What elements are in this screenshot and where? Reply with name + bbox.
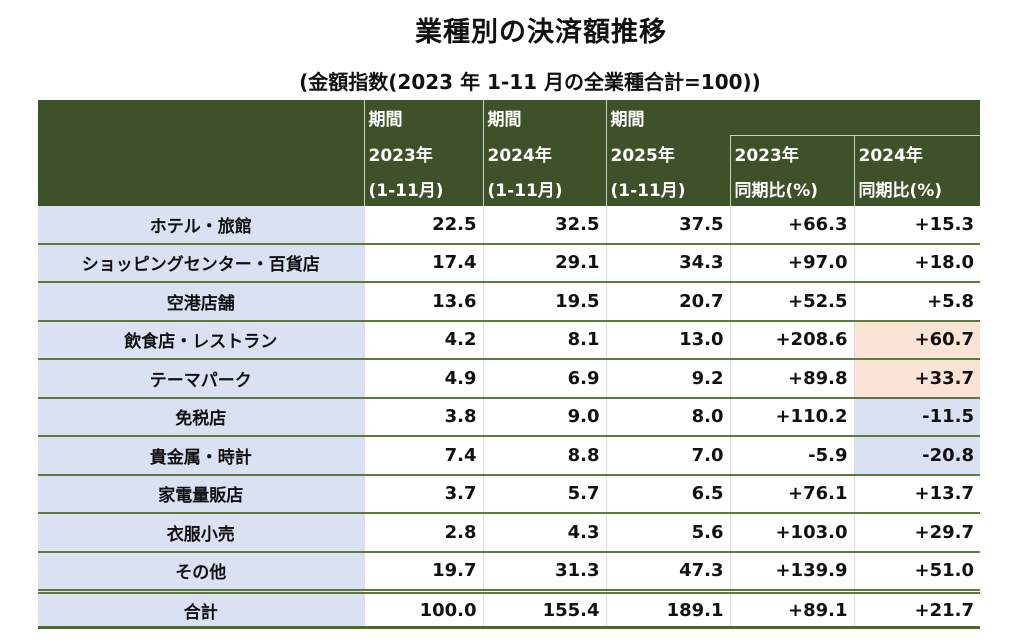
header-period: 期間 [482,100,606,136]
header-range: 同期比(%) [853,171,981,206]
page-subtitle: (金額指数(2023 年 1-11 月の全業種合計=100)) [299,70,761,94]
row-label: 飲食店・レストラン [38,320,364,360]
total-value: 155.4 [482,589,606,629]
cell-value: 7.0 [605,436,730,476]
cell-value: 6.9 [482,359,606,399]
header-year: 2023年 [729,135,854,171]
cell-value: +15.3 [853,206,981,245]
cell-value: +89.8 [729,359,854,399]
header-year: 2024年 [853,135,981,171]
header-blank [38,100,364,206]
cell-value: +13.7 [853,474,981,514]
header-range: (1-11月) [482,171,606,206]
cell-value: 8.8 [482,436,606,476]
cell-value: 5.6 [605,513,730,553]
cell-value: +5.8 [853,282,981,322]
cell-value: 3.8 [363,397,483,437]
total-value: +89.1 [729,589,854,629]
cell-value: 6.5 [605,474,730,514]
cell-value: 37.5 [605,206,730,245]
cell-value: 4.9 [363,359,483,399]
header-year: 2025年 [605,135,730,171]
header-period: 期間 [605,100,981,136]
cell-value: 17.4 [363,243,483,283]
cell-value: +139.9 [729,551,854,593]
cell-value: 19.7 [363,551,483,593]
cell-value: +33.7 [853,359,981,399]
cell-value: +18.0 [853,243,981,283]
cell-value: 9.0 [482,397,606,437]
cell-value: 3.7 [363,474,483,514]
row-label: ショッピングセンター・百貨店 [38,243,364,283]
table-row: 衣服小売 2.8 4.3 5.6 +103.0 +29.7 [38,513,981,553]
cell-value: 2.8 [363,513,483,553]
cell-value: 8.0 [605,397,730,437]
cell-value: 13.0 [605,320,730,360]
cell-value: 47.3 [605,551,730,593]
cell-value: +29.7 [853,513,981,553]
cell-value: -20.8 [853,436,981,476]
cell-value: +110.2 [729,397,854,437]
cell-value: 22.5 [363,206,483,245]
payment-table: 期間 期間 期間 2023年 2024年 2025年 2023年 2024年 (… [38,100,981,629]
total-label: 合計 [38,589,364,629]
cell-value: 9.2 [605,359,730,399]
cell-value: 7.4 [363,436,483,476]
table-row: ホテル・旅館 22.5 32.5 37.5 +66.3 +15.3 [38,206,981,245]
cell-value: 13.6 [363,282,483,322]
row-label: ホテル・旅館 [38,206,364,245]
header-period: 期間 [363,100,483,136]
table-row: 免税店 3.8 9.0 8.0 +110.2 -11.5 [38,397,981,437]
cell-value: 5.7 [482,474,606,514]
row-label: 免税店 [38,397,364,437]
table-row: テーマパーク 4.9 6.9 9.2 +89.8 +33.7 [38,359,981,399]
table-row: その他 19.7 31.3 47.3 +139.9 +51.0 [38,551,981,593]
cell-value: 4.3 [482,513,606,553]
cell-value: 19.5 [482,282,606,322]
cell-value: +76.1 [729,474,854,514]
table-row: 飲食店・レストラン 4.2 8.1 13.0 +208.6 +60.7 [38,320,981,360]
cell-value: 20.7 [605,282,730,322]
cell-value: -5.9 [729,436,854,476]
cell-value: 4.2 [363,320,483,360]
total-value: 189.1 [605,589,730,629]
table-row: 空港店舗 13.6 19.5 20.7 +52.5 +5.8 [38,282,981,322]
page-title: 業種別の決済額推移 [415,17,667,48]
cell-value: +97.0 [729,243,854,283]
table-row: ショッピングセンター・百貨店 17.4 29.1 34.3 +97.0 +18.0 [38,243,981,283]
header-range: 同期比(%) [729,171,854,206]
header-year: 2023年 [363,135,483,171]
cell-value: +60.7 [853,320,981,360]
cell-value: -11.5 [853,397,981,437]
cell-value: +51.0 [853,551,981,593]
header-range: (1-11月) [363,171,483,206]
total-value: +21.7 [853,589,981,629]
cell-value: +208.6 [729,320,854,360]
cell-value: 8.1 [482,320,606,360]
row-label: その他 [38,551,364,593]
total-value: 100.0 [363,589,483,629]
row-label: 貴金属・時計 [38,436,364,476]
cell-value: 32.5 [482,206,606,245]
cell-value: 31.3 [482,551,606,593]
row-label: 空港店舗 [38,282,364,322]
header-year: 2024年 [482,135,606,171]
table-row: 貴金属・時計 7.4 8.8 7.0 -5.9 -20.8 [38,436,981,476]
total-row: 合計 100.0 155.4 189.1 +89.1 +21.7 [38,589,981,629]
cell-value: +52.5 [729,282,854,322]
row-label: テーマパーク [38,359,364,399]
cell-value: 34.3 [605,243,730,283]
cell-value: +66.3 [729,206,854,245]
table-row: 家電量販店 3.7 5.7 6.5 +76.1 +13.7 [38,474,981,514]
row-label: 家電量販店 [38,474,364,514]
row-label: 衣服小売 [38,513,364,553]
cell-value: +103.0 [729,513,854,553]
header-range: (1-11月) [605,171,730,206]
cell-value: 29.1 [482,243,606,283]
